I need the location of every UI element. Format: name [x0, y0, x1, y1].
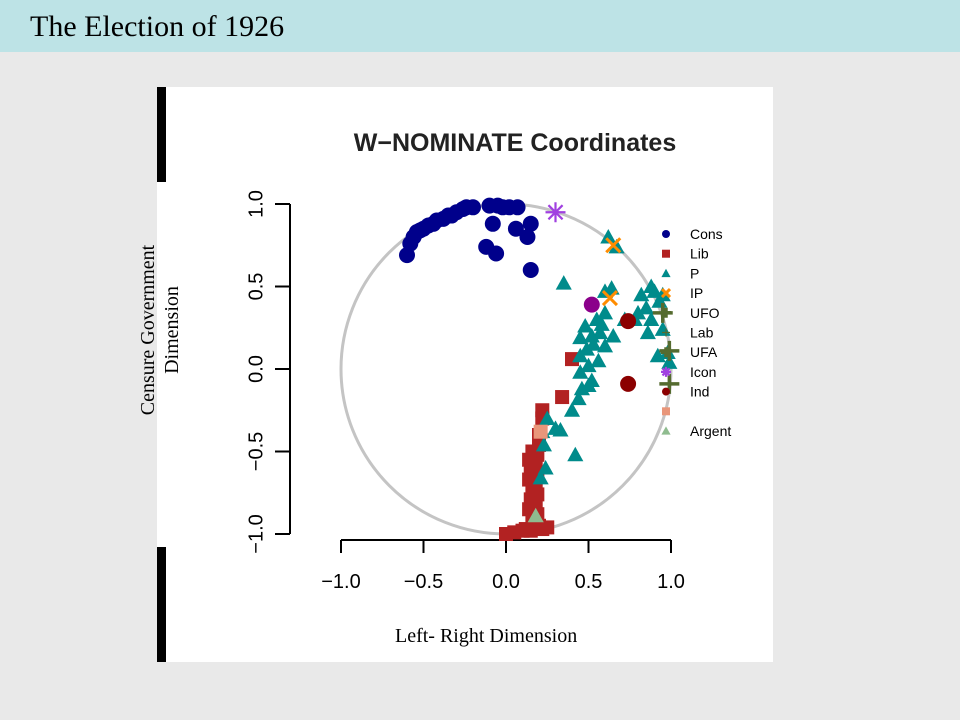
data-point-triangle [643, 311, 660, 326]
x-tick-label: 0.0 [492, 571, 520, 593]
data-point-triangle [537, 459, 554, 475]
data-point-triangle [532, 469, 549, 485]
data-point-triangle [572, 364, 589, 379]
data-point-square [499, 527, 513, 541]
legend-label: Cons [690, 226, 723, 242]
data-point-triangle [633, 286, 650, 302]
data-point-circle [509, 199, 526, 216]
data-point-asterisk [545, 202, 566, 223]
legend-marker [662, 407, 670, 416]
data-point-square [555, 390, 570, 405]
x-tick-label: −1.0 [321, 571, 360, 593]
data-point-triangle [563, 402, 581, 417]
data-point-x [601, 289, 619, 307]
data-point-triangle [605, 327, 622, 343]
y-axis-overlay-text: Censure Government Dimension [137, 244, 183, 416]
legend-marker [661, 366, 671, 377]
axes-layer: −1.0 −0.5 0.0 0.5 1.0 −1.0 −0.5 0.0 0.5 1.0 [245, 190, 685, 593]
data-point-triangle [649, 347, 666, 363]
legend-label: UFO [690, 305, 720, 321]
data-point-triangle [555, 275, 572, 290]
data-point-triangle [547, 420, 564, 435]
data-point-circle [583, 296, 600, 313]
data-point-triangle [661, 354, 678, 369]
legend-label: IP [690, 285, 703, 301]
data-point-triangle [608, 238, 625, 254]
legend-label: Icon [690, 364, 716, 380]
y-tick-label: 0.5 [245, 273, 267, 301]
data-point-circle [620, 313, 637, 330]
data-point-triangle [570, 390, 587, 406]
legend-marker [661, 426, 671, 435]
data-point-circle [507, 220, 524, 237]
x-tick-label: 1.0 [657, 571, 685, 593]
data-point-triangle [639, 324, 656, 340]
data-point-square [540, 520, 555, 535]
legend-marker [662, 230, 670, 238]
legend-marker [662, 387, 670, 396]
data-point-triangle [572, 329, 589, 345]
chart-title: W−NOMINATE Coordinates [354, 129, 676, 157]
left-accent-bar-bottom [157, 547, 166, 662]
data-point-circle [522, 262, 539, 278]
data-point-triangle [592, 324, 609, 340]
y-axis-overlay-label: Censure Government Dimension [136, 245, 196, 460]
data-point-circle [484, 215, 501, 232]
data-point-triangle [539, 410, 556, 425]
legend-label: Argent [690, 423, 731, 439]
legend-label: UFA [690, 344, 718, 360]
y-tick-label: −0.5 [245, 432, 267, 471]
data-points-layer [399, 197, 680, 541]
data-point-triangle [578, 341, 595, 356]
data-point-triangle [596, 337, 614, 353]
plot-panel: W−NOMINATE Coordinates −1.0 −0.5 0.0 0.5 1.0… [157, 87, 773, 662]
legend-marker [661, 307, 671, 318]
legend-marker [661, 347, 671, 358]
data-point-triangle [567, 446, 584, 462]
data-point-circle [522, 215, 539, 232]
scatter-chart: W−NOMINATE Coordinates −1.0 −0.5 0.0 0.5 1.0… [245, 129, 731, 593]
data-point-square [533, 424, 548, 439]
y-tick-label: 1.0 [245, 190, 267, 218]
data-point-triangle [593, 316, 610, 331]
data-point-circle [465, 199, 481, 216]
unit-circle [339, 202, 673, 536]
legend-marker [660, 288, 672, 299]
data-point-square [523, 523, 538, 538]
data-point-square [565, 352, 579, 367]
data-point-triangle [590, 352, 607, 368]
data-point-triangle [577, 318, 594, 333]
data-point-triangle [527, 507, 544, 523]
legend-marker [662, 249, 670, 258]
legend-marker [662, 328, 670, 337]
x-tick-label: 0.5 [575, 571, 603, 593]
data-point-triangle [580, 357, 597, 373]
unit-circle-layer [339, 202, 673, 536]
slide-title: The Election of 1926 [30, 10, 285, 43]
data-point-triangle [572, 347, 589, 363]
data-point-circle [620, 375, 637, 392]
y-tick-label: −1.0 [245, 514, 267, 553]
data-point-triangle [535, 436, 552, 452]
left-accent-bar-top [157, 87, 166, 182]
data-point-triangle [596, 304, 614, 320]
y-tick-label: 0.0 [245, 355, 267, 383]
title-bar: The Election of 1926 [0, 0, 960, 52]
data-point-triangle [638, 299, 655, 315]
data-point-triangle [580, 377, 597, 392]
legend-label: Ind [690, 384, 709, 400]
x-tick-label: −0.5 [404, 571, 443, 593]
data-point-circle [519, 229, 536, 245]
data-point-x [605, 237, 622, 254]
legend-marker [661, 268, 671, 278]
data-point-triangle [646, 283, 663, 298]
legend-label: Lib [690, 246, 709, 262]
legend-label: P [690, 265, 699, 281]
data-point-triangle [600, 228, 617, 244]
legend-label: Lab [690, 325, 714, 341]
data-point-circle [488, 245, 505, 262]
legend: Cons Lib P IP UFO Lab UFA Icon Ind Argent [660, 226, 731, 439]
x-axis-overlay-label: Left- Right Dimension [395, 625, 578, 647]
